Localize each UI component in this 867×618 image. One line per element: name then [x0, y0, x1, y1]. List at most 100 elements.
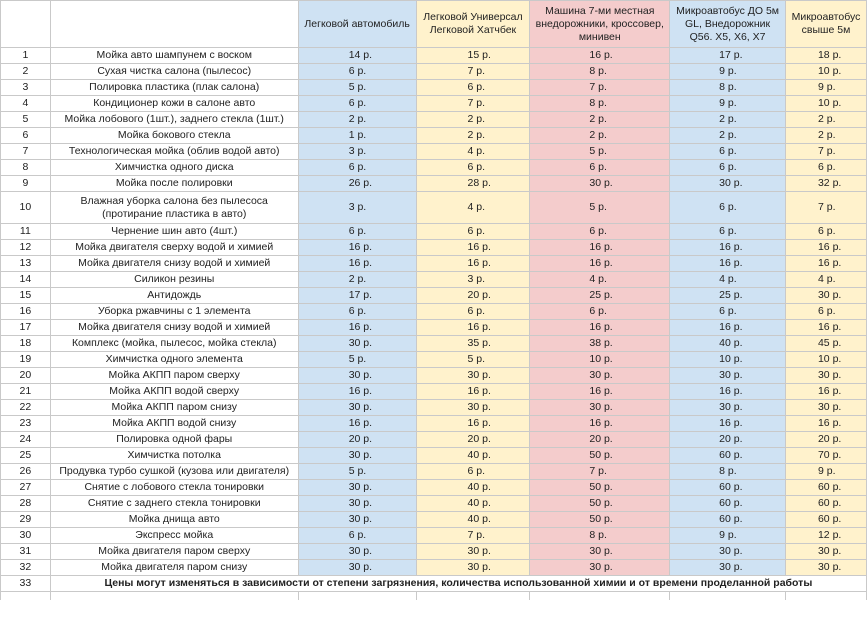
price-cell[interactable]: 16 р.: [297, 415, 417, 432]
price-cell[interactable]: 25 р.: [529, 287, 671, 304]
price-cell[interactable]: 32 р.: [784, 175, 867, 192]
price-cell[interactable]: 16 р.: [669, 255, 786, 272]
price-cell[interactable]: 10 р.: [784, 351, 867, 368]
service-name-cell[interactable]: Химчистка потолка: [49, 447, 299, 464]
price-cell[interactable]: 30 р.: [529, 367, 671, 384]
service-name-cell[interactable]: Мойка АКПП паром сверху: [49, 367, 299, 384]
price-cell[interactable]: 2 р.: [529, 127, 671, 144]
price-disclaimer-note[interactable]: Цены могут изменяться в зависимости от с…: [49, 575, 867, 592]
price-cell[interactable]: 7 р.: [784, 191, 867, 224]
price-cell[interactable]: 16 р.: [669, 319, 786, 336]
price-cell[interactable]: 3 р.: [297, 143, 417, 160]
price-cell[interactable]: 60 р.: [784, 495, 867, 512]
price-cell[interactable]: 8 р.: [529, 95, 671, 112]
service-name-cell[interactable]: Продувка турбо сушкой (кузова или двигат…: [49, 463, 299, 480]
price-cell[interactable]: 30 р.: [784, 287, 867, 304]
price-cell[interactable]: 3 р.: [297, 191, 417, 224]
price-cell[interactable]: 9 р.: [669, 527, 786, 544]
price-cell[interactable]: 28 р.: [415, 175, 531, 192]
service-name-cell[interactable]: Уборка ржавчины с 1 элемента: [49, 303, 299, 320]
price-cell[interactable]: 16 р.: [415, 255, 531, 272]
price-cell[interactable]: 18 р.: [784, 47, 867, 64]
price-cell[interactable]: 4 р.: [784, 271, 867, 288]
price-cell[interactable]: 12 р.: [784, 527, 867, 544]
price-cell[interactable]: 6 р.: [669, 159, 786, 176]
price-cell[interactable]: 5 р.: [297, 463, 417, 480]
service-name-cell[interactable]: Влажная уборка салона без пылесоса (прот…: [49, 191, 299, 224]
price-cell[interactable]: 7 р.: [415, 63, 531, 80]
price-cell[interactable]: 6 р.: [415, 223, 531, 240]
empty-cell[interactable]: [529, 591, 671, 600]
row-number-cell[interactable]: 16: [0, 303, 51, 320]
price-cell[interactable]: 60 р.: [784, 511, 867, 528]
service-name-cell[interactable]: Кондиционер кожи в салоне авто: [49, 95, 299, 112]
price-cell[interactable]: 26 р.: [297, 175, 417, 192]
service-name-cell[interactable]: Мойка двигателя паром сверху: [49, 543, 299, 560]
price-cell[interactable]: 2 р.: [784, 127, 867, 144]
price-cell[interactable]: 16 р.: [415, 383, 531, 400]
price-cell[interactable]: 6 р.: [669, 191, 786, 224]
price-cell[interactable]: 45 р.: [784, 335, 867, 352]
row-number-cell[interactable]: 28: [0, 495, 51, 512]
price-cell[interactable]: 50 р.: [529, 511, 671, 528]
price-cell[interactable]: 2 р.: [669, 127, 786, 144]
row-number-cell[interactable]: 29: [0, 511, 51, 528]
price-cell[interactable]: 30 р.: [415, 399, 531, 416]
service-name-cell[interactable]: Полировка одной фары: [49, 431, 299, 448]
price-cell[interactable]: 8 р.: [529, 63, 671, 80]
price-cell[interactable]: 20 р.: [669, 431, 786, 448]
price-cell[interactable]: 6 р.: [669, 303, 786, 320]
row-number-cell[interactable]: 3: [0, 79, 51, 96]
row-number-cell[interactable]: 2: [0, 63, 51, 80]
service-name-cell[interactable]: Мойка двигателя паром снизу: [49, 559, 299, 576]
service-name-cell[interactable]: Мойка бокового стекла: [49, 127, 299, 144]
service-name-cell[interactable]: Мойка двигателя снизу водой и химией: [49, 319, 299, 336]
empty-cell[interactable]: [297, 591, 417, 600]
price-cell[interactable]: 16 р.: [529, 383, 671, 400]
price-cell[interactable]: 30 р.: [669, 367, 786, 384]
row-number-cell[interactable]: 25: [0, 447, 51, 464]
price-cell[interactable]: 30 р.: [297, 367, 417, 384]
price-cell[interactable]: 60 р.: [784, 479, 867, 496]
price-cell[interactable]: 7 р.: [415, 527, 531, 544]
price-cell[interactable]: 5 р.: [297, 351, 417, 368]
row-number-cell[interactable]: 15: [0, 287, 51, 304]
row-number-cell[interactable]: 9: [0, 175, 51, 192]
row-number-cell[interactable]: 30: [0, 527, 51, 544]
price-cell[interactable]: 16 р.: [784, 239, 867, 256]
price-cell[interactable]: 6 р.: [297, 303, 417, 320]
header-cell-minibus-small[interactable]: Микроавтобус ДО 5м GL, Внедорожник Q56. …: [669, 0, 786, 48]
price-cell[interactable]: 1 р.: [297, 127, 417, 144]
price-cell[interactable]: 7 р.: [784, 143, 867, 160]
price-cell[interactable]: 30 р.: [784, 367, 867, 384]
price-cell[interactable]: 16 р.: [669, 415, 786, 432]
price-cell[interactable]: 35 р.: [415, 335, 531, 352]
row-number-cell[interactable]: 26: [0, 463, 51, 480]
empty-cell[interactable]: [0, 591, 51, 600]
price-cell[interactable]: 16 р.: [297, 239, 417, 256]
price-cell[interactable]: 8 р.: [529, 527, 671, 544]
empty-cell[interactable]: [415, 591, 531, 600]
row-number-cell[interactable]: 19: [0, 351, 51, 368]
price-cell[interactable]: 5 р.: [529, 191, 671, 224]
price-cell[interactable]: 6 р.: [297, 223, 417, 240]
price-cell[interactable]: 30 р.: [529, 175, 671, 192]
price-cell[interactable]: 16 р.: [297, 255, 417, 272]
price-cell[interactable]: 30 р.: [297, 559, 417, 576]
row-number-cell[interactable]: 23: [0, 415, 51, 432]
price-cell[interactable]: 17 р.: [669, 47, 786, 64]
price-cell[interactable]: 30 р.: [669, 543, 786, 560]
price-cell[interactable]: 16 р.: [415, 239, 531, 256]
price-cell[interactable]: 5 р.: [529, 143, 671, 160]
price-cell[interactable]: 30 р.: [415, 543, 531, 560]
price-cell[interactable]: 2 р.: [669, 111, 786, 128]
price-cell[interactable]: 16 р.: [669, 383, 786, 400]
row-number-cell[interactable]: 32: [0, 559, 51, 576]
row-number-cell[interactable]: 20: [0, 367, 51, 384]
price-cell[interactable]: 6 р.: [784, 159, 867, 176]
price-cell[interactable]: 8 р.: [669, 463, 786, 480]
header-cell-minibus-large[interactable]: Микроавтобус свыше 5м: [784, 0, 867, 48]
price-cell[interactable]: 8 р.: [669, 79, 786, 96]
price-cell[interactable]: 40 р.: [415, 479, 531, 496]
empty-cell[interactable]: [669, 591, 786, 600]
